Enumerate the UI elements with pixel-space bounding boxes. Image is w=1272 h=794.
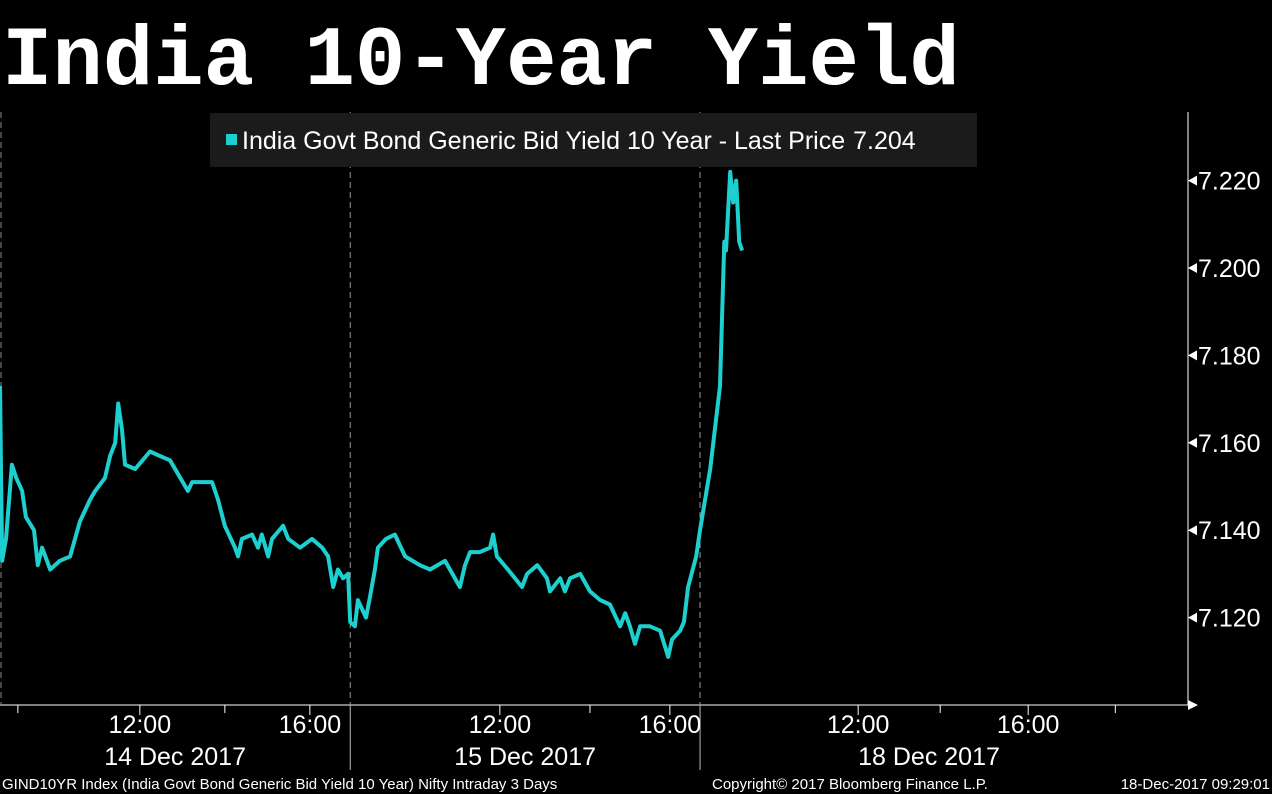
legend-box [210, 113, 977, 167]
footer-left: GIND10YR Index (India Govt Bond Generic … [2, 776, 557, 793]
x-tick-label: 12:00 [469, 711, 532, 739]
x-tick-label: 12:00 [827, 711, 890, 739]
chart-title: India 10-Year Yield [2, 15, 960, 110]
date-label: 18 Dec 2017 [858, 743, 1000, 771]
legend-swatch [226, 134, 237, 145]
legend-label: India Govt Bond Generic Bid Yield 10 Yea… [242, 127, 845, 155]
footer-center: Copyright© 2017 Bloomberg Finance L.P. [712, 776, 988, 793]
y-tick-label: 7.160 [1198, 430, 1261, 458]
y-tick-label: 7.180 [1198, 342, 1261, 370]
last-price: 7.204 [853, 127, 916, 155]
x-tick-label: 12:00 [109, 711, 172, 739]
axis-arrow [1188, 700, 1198, 710]
y-tick-label: 7.220 [1198, 168, 1261, 196]
y-tick [1188, 350, 1197, 361]
y-tick [1188, 263, 1197, 274]
date-label: 14 Dec 2017 [104, 743, 246, 771]
x-tick-label: 16:00 [639, 711, 702, 739]
x-tick-label: 16:00 [279, 711, 342, 739]
y-tick [1188, 437, 1197, 448]
x-tick-label: 16:00 [997, 711, 1060, 739]
date-label: 15 Dec 2017 [454, 743, 596, 771]
y-tick [1188, 612, 1197, 623]
footer-right: 18-Dec-2017 09:29:01 [1121, 776, 1270, 793]
y-tick [1188, 175, 1197, 186]
y-tick-label: 7.140 [1198, 517, 1261, 545]
y-tick-label: 7.200 [1198, 255, 1261, 283]
series-line [0, 169, 744, 659]
y-tick [1188, 525, 1197, 536]
y-tick-label: 7.120 [1198, 605, 1261, 633]
